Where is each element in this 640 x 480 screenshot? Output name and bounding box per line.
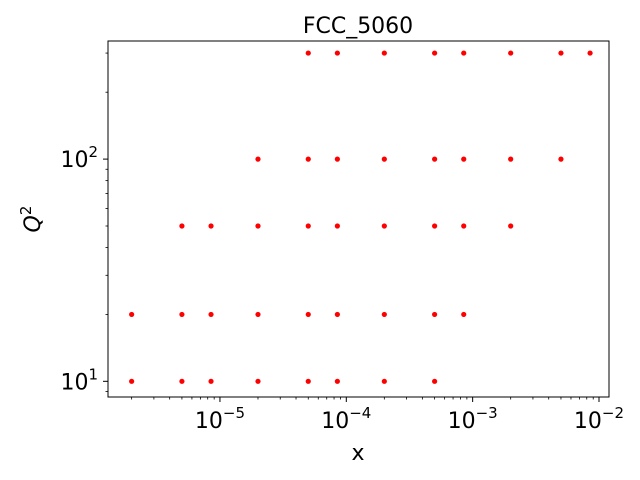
y-axis-label-superscript: 2: [17, 206, 35, 216]
data-point: [305, 156, 311, 162]
data-point: [461, 223, 467, 229]
data-point: [179, 223, 185, 229]
y-tick-label-base: 10: [60, 148, 88, 173]
x-tick-label-exponent: −4: [349, 404, 371, 422]
x-tick-label-exponent: −5: [223, 404, 245, 422]
data-point: [334, 223, 340, 229]
data-point: [432, 223, 438, 229]
y-tick-label-exponent: 1: [88, 365, 98, 383]
x-tick-label-exponent: −3: [476, 404, 498, 422]
data-point: [334, 311, 340, 318]
data-point: [381, 223, 387, 229]
data-point: [255, 223, 261, 229]
y-tick-label-exponent: 2: [88, 143, 98, 161]
data-point: [508, 50, 514, 56]
data-point: [461, 311, 467, 318]
x-tick-label-base: 10: [321, 409, 349, 434]
data-point: [255, 156, 261, 162]
data-point: [381, 311, 387, 318]
data-point: [558, 156, 564, 162]
axes-frame: [107, 40, 610, 398]
x-tick-label-base: 10: [574, 409, 602, 434]
data-point: [558, 50, 564, 56]
data-point: [334, 156, 340, 162]
data-point: [508, 223, 514, 229]
x-tick-label: 10−2: [574, 404, 624, 434]
x-tick-label: 10−4: [321, 404, 371, 434]
data-point: [334, 378, 340, 384]
data-point: [381, 378, 387, 384]
chart-title: FCC_5060: [303, 14, 413, 39]
x-axis-label: x: [351, 441, 364, 466]
y-axis-label: Q2: [17, 206, 46, 233]
data-point: [179, 378, 185, 384]
data-point: [432, 311, 438, 318]
y-tick-label: 102: [60, 143, 98, 173]
y-tick-label-base: 10: [60, 370, 88, 395]
data-point: [208, 311, 214, 318]
data-point: [305, 311, 311, 318]
data-point: [305, 223, 311, 229]
data-point: [587, 50, 593, 56]
data-point: [432, 50, 438, 56]
x-tick-label-base: 10: [195, 409, 223, 434]
y-tick-label: 101: [60, 365, 98, 395]
data-point: [381, 50, 387, 56]
x-tick-label: 10−3: [448, 404, 498, 434]
data-point: [305, 50, 311, 56]
data-point: [381, 156, 387, 162]
data-point: [461, 156, 467, 162]
data-point: [432, 378, 438, 384]
data-points: [129, 50, 593, 384]
data-point: [129, 311, 135, 318]
data-point: [461, 50, 467, 56]
data-point: [179, 311, 185, 318]
data-point: [432, 156, 438, 162]
data-point: [334, 50, 340, 56]
y-axis-label-base: Q: [21, 215, 46, 232]
data-point: [508, 156, 514, 162]
data-point: [208, 378, 214, 384]
x-tick-label-base: 10: [448, 409, 476, 434]
data-point: [255, 311, 261, 318]
x-tick-label-exponent: −2: [602, 404, 624, 422]
data-point: [255, 378, 261, 384]
data-point: [305, 378, 311, 384]
x-tick-label: 10−5: [195, 404, 245, 434]
data-point: [208, 223, 214, 229]
x-axis-ticks: 10−5 10−4 10−3 10−2: [131, 397, 624, 434]
data-point: [129, 378, 135, 384]
